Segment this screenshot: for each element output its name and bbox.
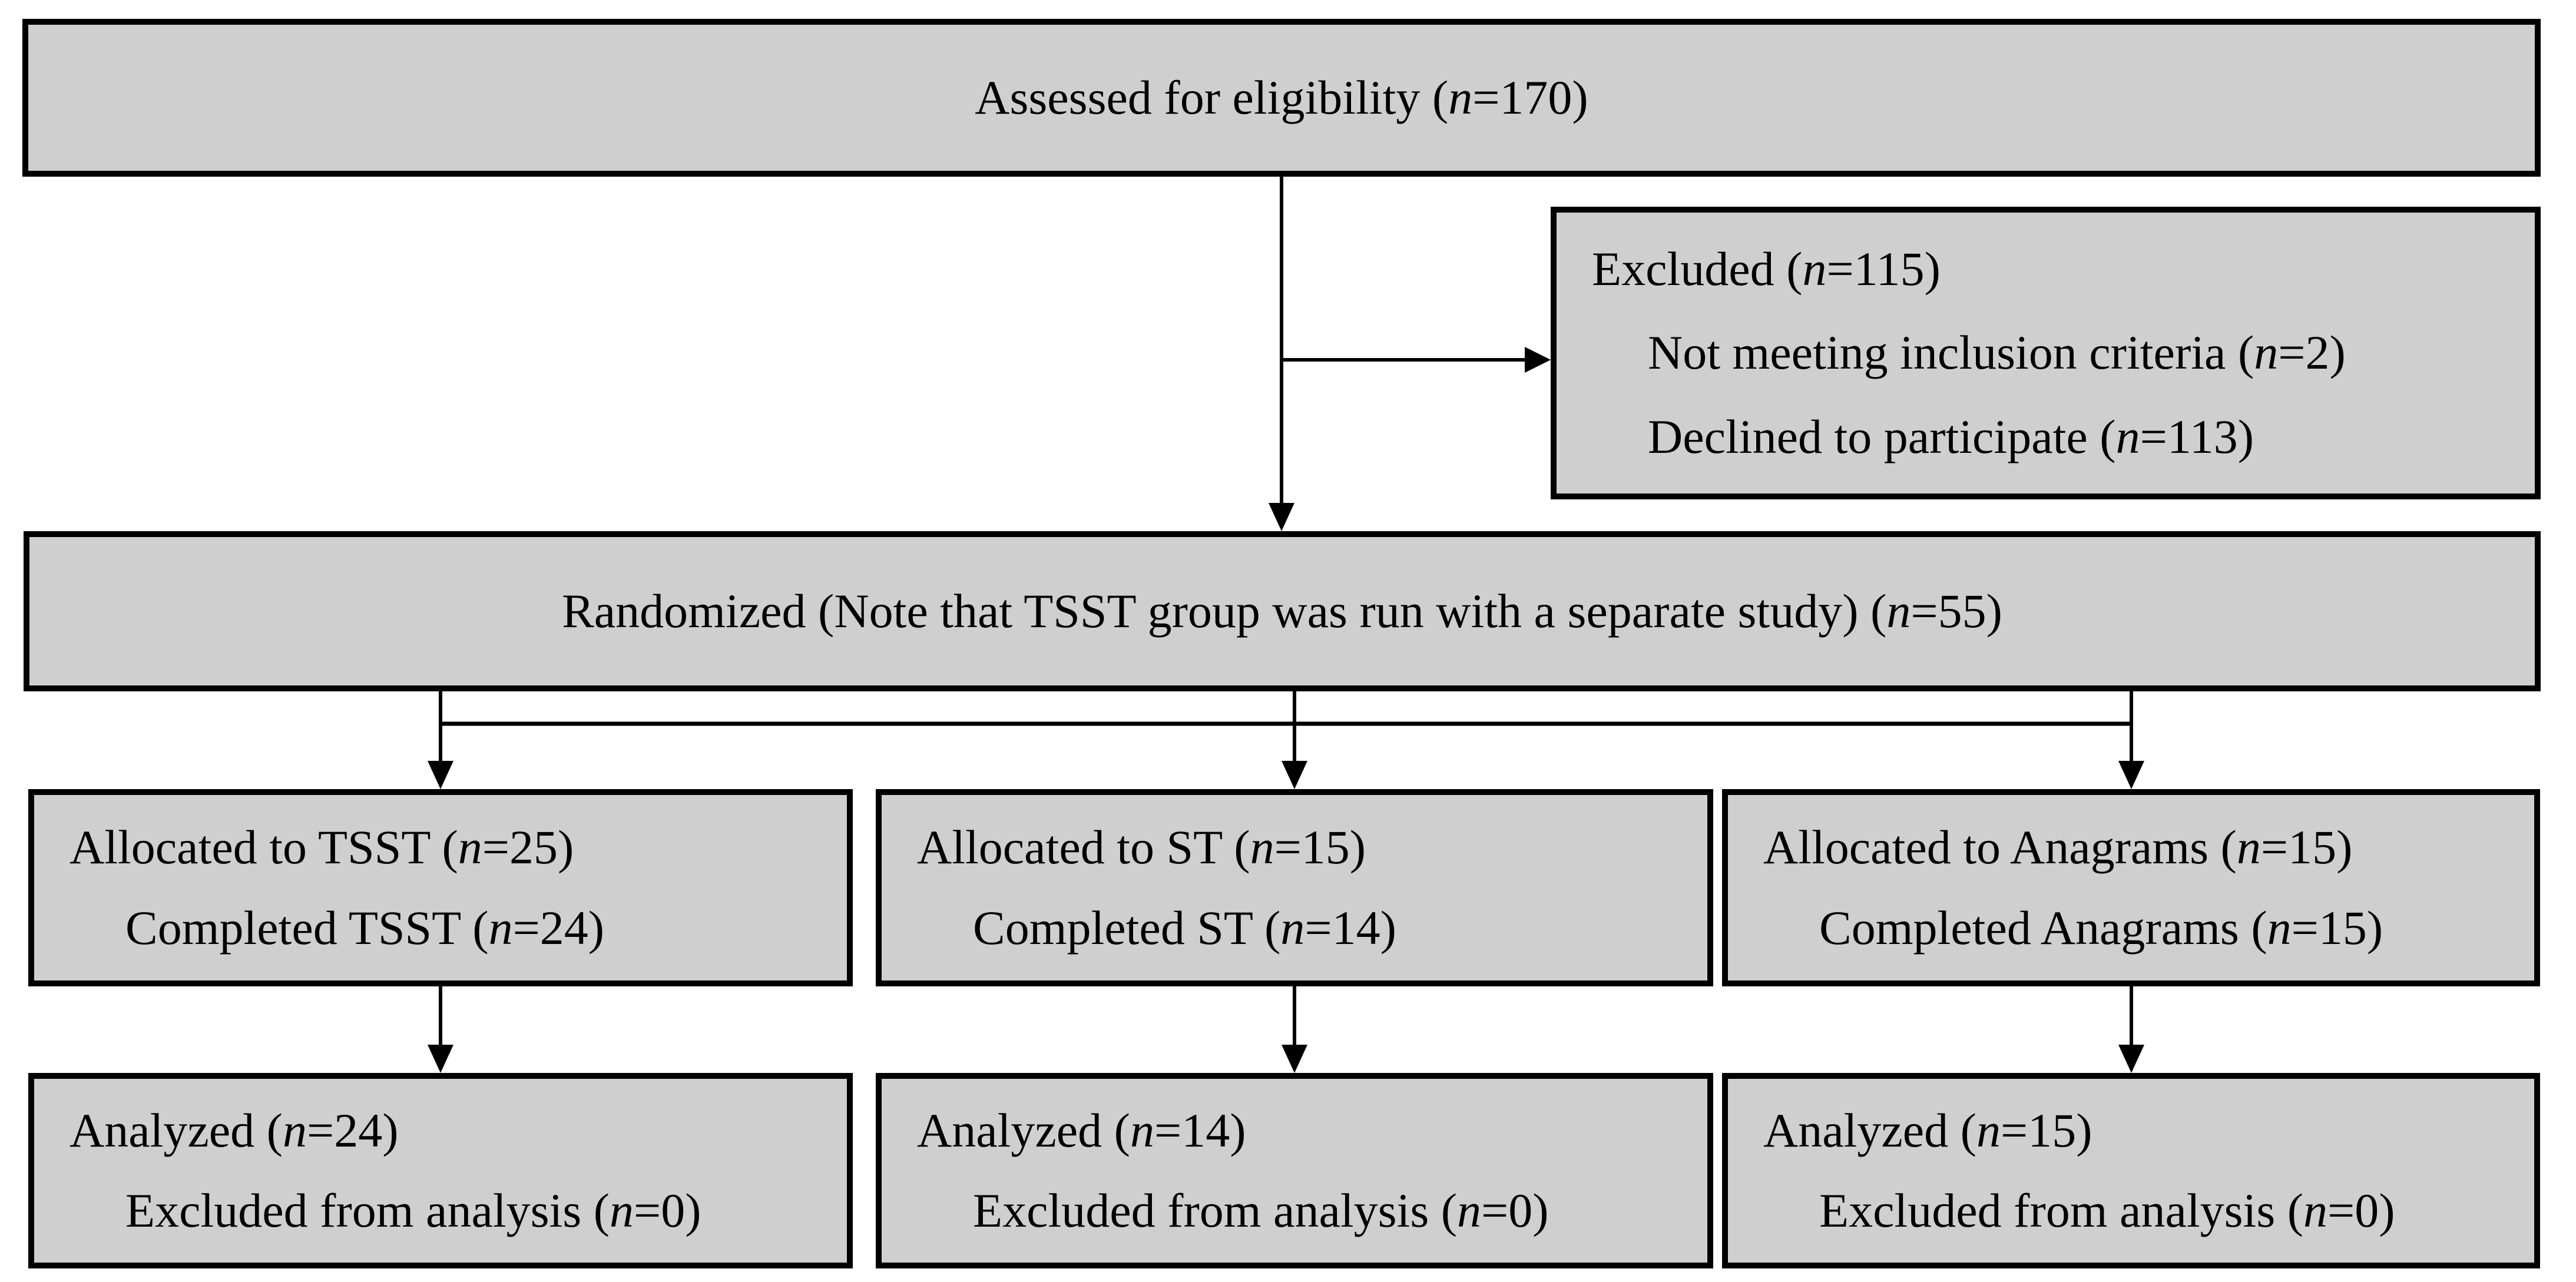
assessed-label: Assessed for eligibility (n=170) bbox=[975, 70, 1588, 124]
arrowhead-to-analyzed-anagrams bbox=[2118, 1045, 2144, 1073]
analyzed-st-excluded-label: Excluded from analysis (n=0) bbox=[973, 1183, 1549, 1237]
box-analyzed-anagrams: Analyzed (n=15) Excluded from analysis (… bbox=[1722, 1073, 2540, 1268]
analyzed-anagrams-label: Analyzed (n=15) bbox=[1763, 1104, 2092, 1158]
box-randomized: Randomized (Note that TSST group was run… bbox=[24, 531, 2541, 691]
excluded-total-label: Excluded (n=115) bbox=[1592, 241, 1941, 296]
allocated-st-label: Allocated to ST (n=15) bbox=[917, 820, 1366, 874]
box-assessed-eligibility: Assessed for eligibility (n=170) bbox=[22, 19, 2541, 177]
analyzed-tsst-excluded-label: Excluded from analysis (n=0) bbox=[125, 1183, 701, 1237]
arrowhead-to-analyzed-st bbox=[1282, 1045, 1307, 1073]
box-allocated-tsst: Allocated to TSST (n=25) Completed TSST … bbox=[28, 789, 853, 986]
arrowhead-to-randomized bbox=[1269, 503, 1294, 531]
completed-anagrams-label: Completed Anagrams (n=15) bbox=[1819, 900, 2383, 955]
analyzed-st-label: Analyzed (n=14) bbox=[917, 1104, 1246, 1158]
analyzed-tsst-label: Analyzed (n=24) bbox=[69, 1104, 399, 1158]
completed-tsst-label: Completed TSST (n=24) bbox=[125, 900, 605, 955]
completed-st-label: Completed ST (n=14) bbox=[973, 900, 1396, 955]
randomized-label: Randomized (Note that TSST group was run… bbox=[562, 584, 2002, 638]
box-allocated-st: Allocated to ST (n=15) Completed ST (n=1… bbox=[876, 789, 1713, 986]
box-excluded: Excluded (n=115) Not meeting inclusion c… bbox=[1551, 207, 2541, 499]
arrowhead-to-allocated-anagrams bbox=[2118, 761, 2144, 789]
box-analyzed-st: Analyzed (n=14) Excluded from analysis (… bbox=[876, 1073, 1713, 1268]
arrowhead-to-allocated-st bbox=[1282, 761, 1307, 789]
excluded-reason-declined-label: Declined to participate (n=113) bbox=[1648, 410, 2254, 464]
excluded-reason-inclusion-label: Not meeting inclusion criteria (n=2) bbox=[1648, 326, 2346, 380]
allocated-anagrams-label: Allocated to Anagrams (n=15) bbox=[1763, 820, 2353, 874]
box-allocated-anagrams: Allocated to Anagrams (n=15) Completed A… bbox=[1722, 789, 2540, 986]
arrowhead-to-allocated-tsst bbox=[428, 761, 453, 789]
analyzed-anagrams-excluded-label: Excluded from analysis (n=0) bbox=[1819, 1183, 2395, 1237]
arrowhead-to-analyzed-tsst bbox=[428, 1045, 453, 1073]
allocated-tsst-label: Allocated to TSST (n=25) bbox=[69, 820, 574, 874]
arrowhead-to-excluded bbox=[1525, 347, 1551, 373]
box-analyzed-tsst: Analyzed (n=24) Excluded from analysis (… bbox=[28, 1073, 853, 1268]
